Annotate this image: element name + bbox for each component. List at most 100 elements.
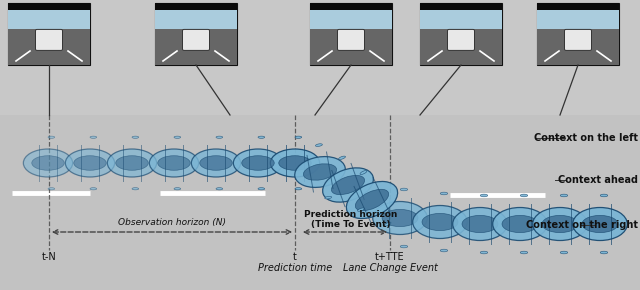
FancyBboxPatch shape [447, 29, 474, 50]
Ellipse shape [279, 156, 311, 170]
Ellipse shape [493, 208, 547, 240]
Bar [537, 10, 619, 29]
Ellipse shape [303, 164, 337, 180]
Text: Prediction horizon: Prediction horizon [304, 210, 397, 219]
Bar [8, 10, 90, 29]
Ellipse shape [48, 136, 55, 138]
Ellipse shape [332, 175, 365, 195]
Ellipse shape [90, 136, 97, 138]
Bar [155, 29, 237, 65]
Ellipse shape [452, 208, 508, 240]
Ellipse shape [542, 215, 578, 233]
Bar [420, 29, 502, 65]
Bar [537, 29, 619, 65]
Ellipse shape [90, 188, 97, 190]
Ellipse shape [174, 188, 180, 190]
Ellipse shape [324, 196, 332, 199]
Text: t-N: t-N [42, 252, 56, 262]
Ellipse shape [116, 156, 148, 170]
FancyBboxPatch shape [564, 29, 591, 50]
Bar [155, 3, 237, 65]
Ellipse shape [200, 156, 232, 170]
Ellipse shape [440, 249, 448, 252]
Ellipse shape [400, 188, 408, 191]
Ellipse shape [295, 188, 301, 190]
Ellipse shape [270, 149, 319, 177]
Bar [310, 29, 392, 65]
Ellipse shape [191, 149, 241, 177]
Ellipse shape [480, 194, 488, 197]
Ellipse shape [358, 208, 364, 211]
Ellipse shape [23, 149, 73, 177]
Ellipse shape [502, 215, 538, 233]
Ellipse shape [132, 188, 139, 190]
Ellipse shape [360, 171, 367, 175]
Bar [8, 29, 90, 65]
Bar [155, 3, 237, 10]
Ellipse shape [149, 149, 198, 177]
Ellipse shape [382, 209, 418, 226]
Ellipse shape [532, 208, 588, 240]
Bar [8, 3, 90, 65]
Text: (Time To Event): (Time To Event) [311, 220, 390, 229]
Text: Context ahead: Context ahead [558, 175, 638, 185]
Text: Lane Change Event: Lane Change Event [342, 263, 437, 273]
Bar [420, 3, 502, 10]
Ellipse shape [560, 194, 568, 197]
Bar [420, 3, 502, 65]
Bar [8, 3, 90, 10]
Bar [537, 3, 619, 10]
Ellipse shape [560, 251, 568, 254]
Ellipse shape [413, 206, 467, 238]
Ellipse shape [216, 136, 223, 138]
Ellipse shape [258, 136, 265, 138]
Bar [310, 3, 392, 10]
Ellipse shape [65, 149, 115, 177]
Ellipse shape [108, 149, 157, 177]
Ellipse shape [400, 245, 408, 248]
Text: Observation horizon (N): Observation horizon (N) [118, 218, 226, 227]
Ellipse shape [573, 208, 627, 240]
Bar [0, 115, 640, 290]
Ellipse shape [422, 213, 458, 231]
Ellipse shape [339, 156, 346, 160]
FancyBboxPatch shape [35, 29, 63, 50]
Ellipse shape [480, 251, 488, 254]
Text: Prediction time: Prediction time [258, 263, 332, 273]
Text: t: t [293, 252, 297, 262]
Text: Context on the left: Context on the left [534, 133, 638, 143]
Ellipse shape [216, 188, 223, 190]
Bar [310, 10, 392, 29]
Ellipse shape [316, 144, 323, 146]
Bar [155, 10, 237, 29]
Ellipse shape [174, 136, 180, 138]
Ellipse shape [74, 156, 106, 170]
Ellipse shape [157, 156, 190, 170]
Ellipse shape [582, 215, 618, 233]
Bar [310, 3, 392, 65]
Ellipse shape [295, 157, 345, 187]
Ellipse shape [48, 188, 55, 190]
Ellipse shape [372, 202, 428, 235]
Ellipse shape [462, 215, 498, 233]
Ellipse shape [384, 222, 391, 226]
Ellipse shape [132, 136, 139, 138]
Ellipse shape [32, 156, 64, 170]
Ellipse shape [600, 194, 608, 197]
Ellipse shape [520, 251, 528, 254]
Text: t+TTE: t+TTE [375, 252, 405, 262]
Ellipse shape [242, 156, 275, 170]
FancyBboxPatch shape [182, 29, 209, 50]
Bar [537, 3, 619, 65]
Bar [420, 10, 502, 29]
Ellipse shape [520, 194, 528, 197]
Text: Context on the right: Context on the right [526, 220, 638, 230]
Ellipse shape [295, 136, 301, 138]
Ellipse shape [440, 192, 448, 195]
FancyBboxPatch shape [337, 29, 365, 50]
Ellipse shape [258, 188, 265, 190]
Ellipse shape [355, 189, 388, 211]
Ellipse shape [234, 149, 283, 177]
Ellipse shape [323, 168, 373, 202]
Ellipse shape [600, 251, 608, 254]
